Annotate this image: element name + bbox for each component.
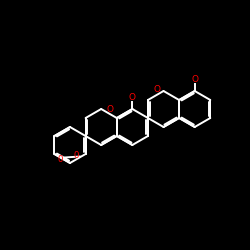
Text: O: O (154, 86, 160, 94)
Text: O: O (107, 105, 114, 114)
Text: O: O (74, 151, 79, 160)
Text: O: O (129, 93, 136, 102)
Text: O: O (191, 75, 198, 84)
Text: O: O (58, 156, 63, 164)
